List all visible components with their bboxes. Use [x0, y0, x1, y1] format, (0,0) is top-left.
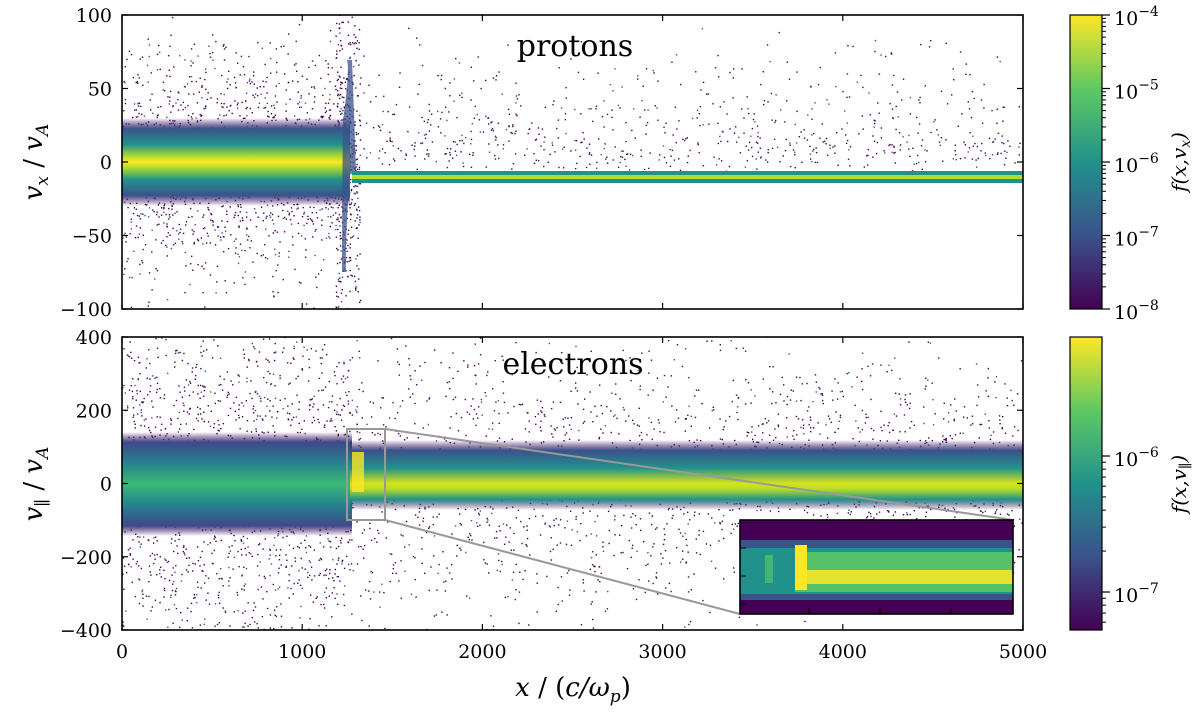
p-y-tick-label: −100: [60, 299, 112, 321]
p-y-tick-label: −50: [72, 226, 112, 248]
protons-y-axis-label: vx / vA: [19, 124, 53, 201]
protons-title: protons: [517, 29, 633, 64]
x-tick-label: 1000: [278, 641, 326, 663]
protons-colorbar-tick-label: 10−6: [1114, 151, 1159, 177]
electrons-upstream-beam: [350, 440, 1023, 510]
e-y-tick-label: 0: [100, 474, 112, 496]
protons-panel: 100 50 0 −50 −100 protons vx / vA 10−4 10−5 10…: [19, 4, 1194, 324]
zoom-connector-top: [384, 428, 1014, 521]
protons-colorbar-label: f(x,vx): [1167, 132, 1194, 194]
protons-colorbar-tick-label: 10−4: [1114, 4, 1159, 30]
electrons-colorbar-label: f(x,v∥): [1167, 455, 1194, 515]
protons-colorbar-tick-label: 10−5: [1114, 78, 1159, 104]
electrons-y-axis-label: v∥ / vA: [19, 447, 53, 522]
electrons-colorbar-tick-label: 10−6: [1114, 445, 1159, 471]
x-axis-label: x / (c/ωp): [515, 673, 631, 707]
electrons-title: electrons: [502, 347, 643, 382]
x-tick-label: 2000: [458, 641, 506, 663]
x-tick-label: 0: [116, 641, 128, 663]
x-tick-label: 3000: [638, 641, 686, 663]
zoom-box: [346, 428, 386, 521]
x-tick-label: 4000: [819, 641, 867, 663]
e-y-tick-label: −200: [60, 547, 112, 569]
p-y-tick-label: 100: [76, 5, 112, 27]
e-y-tick-label: −400: [60, 620, 112, 642]
electrons-colorbar-tick-label: 10−7: [1114, 581, 1159, 607]
protons-colorbar: [1069, 14, 1103, 310]
electrons-heatmap: [122, 337, 1023, 630]
electrons-colorbar: [1069, 336, 1103, 631]
protons-shock-front: [342, 60, 356, 272]
protons-heatmap: [122, 15, 1023, 309]
e-y-tick-label: 400: [76, 327, 112, 349]
zoom-inset: [739, 519, 1014, 615]
electrons-downstream-beam: [122, 432, 352, 536]
e-y-tick-label: 200: [76, 400, 112, 422]
x-tick-label: 5000: [999, 641, 1047, 663]
protons-colorbar-tick-label: 10−8: [1114, 298, 1159, 324]
zoom-connector-bottom: [384, 519, 741, 615]
protons-colorbar-tick-label: 10−7: [1114, 225, 1159, 251]
protons-downstream-beam: [122, 118, 350, 206]
p-y-tick-label: 50: [88, 79, 112, 101]
p-y-tick-label: 0: [100, 152, 112, 174]
